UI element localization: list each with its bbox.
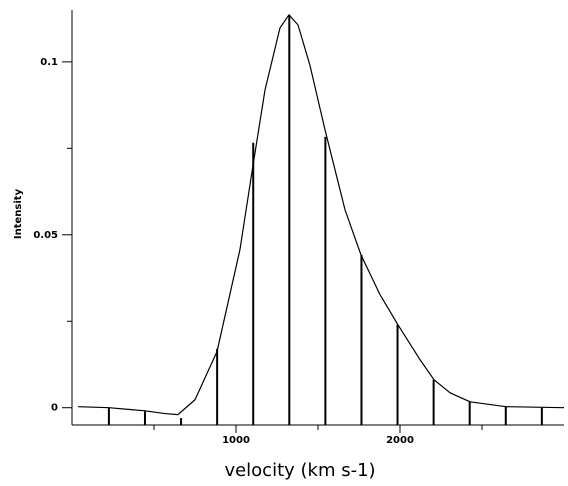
y-tick-label: 0 [51, 403, 58, 414]
x-tick-label: 1000 [222, 435, 250, 446]
x-tick-label: 2000 [386, 435, 414, 446]
x-axis-label: velocity (km s-1) [224, 460, 375, 481]
curve [78, 14, 565, 416]
y-tick-label: 0.1 [40, 57, 58, 68]
y-tick-label: 0.05 [33, 230, 58, 241]
y-axis-label: Intensity [13, 188, 24, 239]
